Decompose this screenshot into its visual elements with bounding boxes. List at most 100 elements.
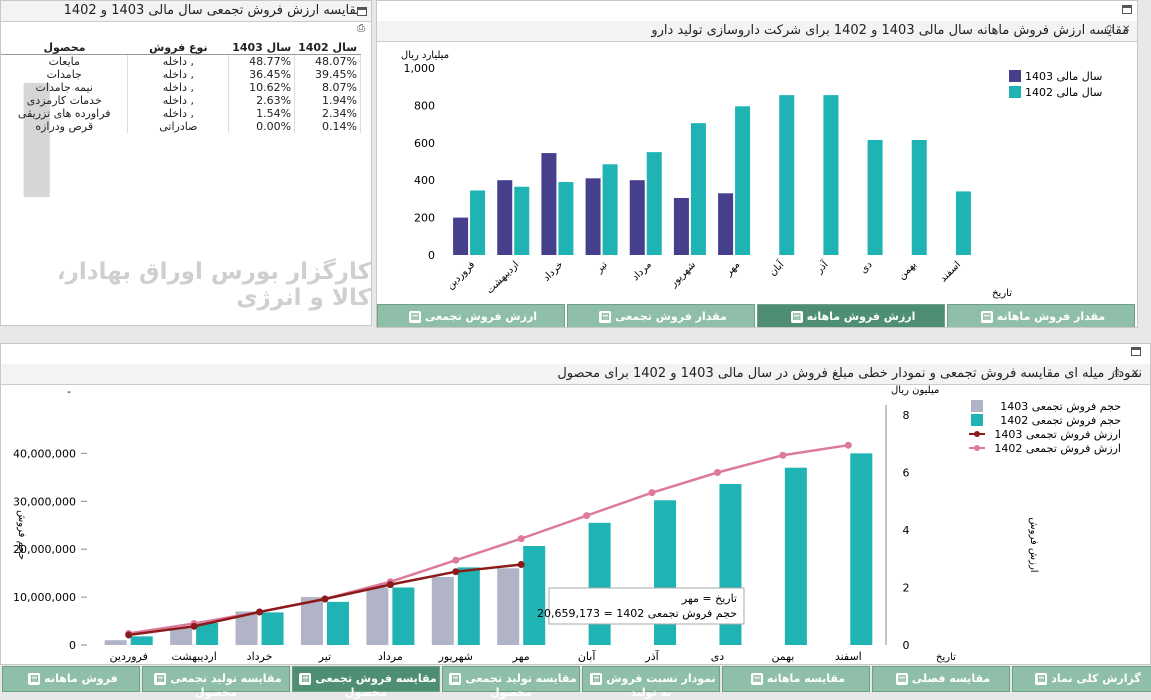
monthly-chart-tabs: ▤ ارزش فروش تجمعی ▤ مقدار فروش تجمعی ▤ ارزش ف… xyxy=(377,304,1137,327)
volume-bar-1402 xyxy=(261,612,284,645)
x-tick-label: اردیبهشت xyxy=(171,650,216,663)
chart-icon: ▤ xyxy=(895,673,908,685)
tab-1[interactable]: ▤ مقدار فروش تجمعی xyxy=(567,304,755,327)
maximize-icon[interactable] xyxy=(1131,347,1141,356)
y-tick-label: 800 xyxy=(414,99,435,112)
product-table: محصول نوع فروش سال 1403 سال 1402 مایعات د… xyxy=(1,41,361,133)
tab-3[interactable]: ▤ مقایسه تولید تجمعی محصول xyxy=(442,666,580,699)
table-row[interactable]: مایعات داخله , 48.77% 48.07% xyxy=(1,54,361,68)
export-icon[interactable]: ✕ xyxy=(1131,368,1140,379)
chart-icon: ▤ xyxy=(1035,673,1048,685)
tab-label: نمودار نسبت فروش به تولید xyxy=(606,672,716,699)
tab-7[interactable]: ▤ گزارش کلی نماد xyxy=(1012,666,1151,692)
y-tick-label: 0 xyxy=(428,249,435,262)
product-cell: خدمات کارمزدی xyxy=(1,94,129,107)
tab-label: مقایسه تولید تجمعی محصول xyxy=(170,672,282,699)
maximize-icon[interactable] xyxy=(357,7,367,16)
tab-2[interactable]: ▤ مقایسه فروش تجمعی محصول xyxy=(292,666,440,699)
product-cell: جامدات xyxy=(1,68,129,81)
legend-label: ارزش فروش تجمعی 1403 xyxy=(994,428,1121,441)
legend-label: سال مالی 1402 xyxy=(1025,86,1102,99)
legend-marker xyxy=(974,445,980,451)
table-row[interactable]: فراورده های تزریقی داخله , 1.54% 2.34% xyxy=(1,107,361,120)
y2-tick-label: 4 xyxy=(903,524,910,537)
product-cell: نیمه جامدات xyxy=(1,81,129,94)
cumulative-chart-panel: نمودار میله ای مقایسه فروش تجمعی و نمودا… xyxy=(0,343,1151,665)
panel-title: مقایسه ارزش فروش ماهانه سال مالی 1403 و … xyxy=(377,21,1137,42)
y-tick-label: 600 xyxy=(414,137,435,150)
value-1402-cell: 8.07% xyxy=(294,81,361,94)
tab-label: گزارش کلی نماد xyxy=(1051,672,1141,685)
bar-1403 xyxy=(585,178,601,255)
volume-bar-1403 xyxy=(235,611,258,645)
legend-swatch xyxy=(971,414,983,426)
x-tick-label: فروردین xyxy=(110,650,148,663)
col-product: محصول xyxy=(1,41,128,55)
export-icon[interactable]: ✕ xyxy=(1122,24,1131,35)
tab-label: مقایسه فصلی xyxy=(911,672,991,685)
y2-tick-label: 2 xyxy=(903,582,910,595)
marker-line-1403 xyxy=(452,568,460,576)
y-unit-label: میلیارد ریال xyxy=(401,50,449,61)
y-tick-label: 40,000,000 xyxy=(13,447,76,460)
col-1402: سال 1402 xyxy=(294,41,361,55)
tab-5[interactable]: ▤ مقایسه ماهانه xyxy=(722,666,870,692)
y-tick-label: 1,000 xyxy=(404,62,436,75)
value-1402-cell: 39.45% xyxy=(294,68,361,81)
table-row[interactable]: جامدات داخله , 36.45% 39.45% xyxy=(1,68,361,81)
print-icon[interactable]: ⎙ xyxy=(1105,24,1113,35)
bar-1402 xyxy=(779,95,795,255)
volume-bar-1403 xyxy=(170,628,193,645)
x-tick-label: خرداد xyxy=(541,259,565,283)
value-1402-cell: 2.34% xyxy=(294,107,361,120)
marker-line-1402 xyxy=(844,441,852,449)
value-1402-cell: 48.07% xyxy=(294,54,361,68)
value-1403-cell: 10.62% xyxy=(228,81,296,94)
tab-label: مقایسه تولید تجمعی محصول xyxy=(465,672,577,699)
volume-bar-1402 xyxy=(457,567,480,645)
table-row[interactable]: نیمه جامدات داخله , 10.62% 8.07% xyxy=(1,81,361,94)
chart-icon: ▤ xyxy=(449,673,462,685)
marker-line-1402 xyxy=(517,535,525,543)
tab-6[interactable]: ▤ مقایسه فصلی xyxy=(872,666,1010,692)
table-row[interactable]: خدمات کارمزدی داخله , 2.63% 1.94% xyxy=(1,94,361,107)
tab-0[interactable]: ▤ ارزش فروش تجمعی xyxy=(377,304,565,327)
x-tick-label: مرداد xyxy=(378,650,403,663)
value-1402-cell: 0.14% xyxy=(294,120,361,133)
table-row[interactable]: قرص ودرازه صادراتی 0.00% 0.14% xyxy=(1,120,361,133)
volume-bar-1402 xyxy=(392,587,415,645)
col-1403: سال 1403 xyxy=(228,41,295,55)
tab-label: مقایسه ماهانه xyxy=(766,672,846,685)
maximize-icon[interactable] xyxy=(1122,5,1132,14)
sales-type-cell: داخله , xyxy=(127,81,230,94)
tab-4[interactable]: ▤ نمودار نسبت فروش به تولید xyxy=(582,666,720,699)
volume-bar-1402 xyxy=(196,622,219,645)
y-tick-label: 30,000,000 xyxy=(13,495,76,508)
bar-1402 xyxy=(646,152,662,255)
tab-2[interactable]: ▤ ارزش فروش ماهانه xyxy=(757,304,945,327)
legend-swatch xyxy=(1009,70,1021,82)
marker-line-1402 xyxy=(779,451,787,459)
x-tick-label: شهریور xyxy=(438,650,473,663)
tab-3[interactable]: ▤ مقدار فروش ماهانه xyxy=(947,304,1135,327)
chart-icon: ▤ xyxy=(590,673,603,685)
product-cell: مایعات xyxy=(1,54,129,68)
x-tick-label: تیر xyxy=(593,259,610,276)
x-tick-label: بهمن xyxy=(896,259,918,281)
watermark-text: کارگزار بورس اوراق بهادار، کالا و انرژی xyxy=(56,259,371,311)
volume-bar-1402 xyxy=(588,522,611,645)
sales-type-cell: صادراتی xyxy=(127,120,230,133)
cumulative-combo-chart: 0 10,000,000 20,000,000 30,000,000 40,000,00… xyxy=(13,385,1121,663)
tab-0[interactable]: ▤ فروش ماهانه xyxy=(2,666,140,692)
marker-line-1403 xyxy=(190,622,198,630)
legend-marker xyxy=(974,431,980,437)
bar-1402 xyxy=(735,106,751,256)
tab-1[interactable]: ▤ مقایسه تولید تجمعی محصول xyxy=(142,666,290,699)
bar-1402 xyxy=(470,190,486,255)
value-1403-cell: 1.54% xyxy=(228,107,296,120)
print-icon[interactable]: ⎙ xyxy=(357,23,365,34)
monthly-value-chart-panel: مقایسه ارزش فروش ماهانه سال مالی 1403 و … xyxy=(376,0,1138,328)
x-tick-label: تیر xyxy=(318,650,331,663)
sales-type-cell: داخله , xyxy=(127,107,230,120)
print-icon[interactable]: ⎙ xyxy=(1113,368,1121,379)
